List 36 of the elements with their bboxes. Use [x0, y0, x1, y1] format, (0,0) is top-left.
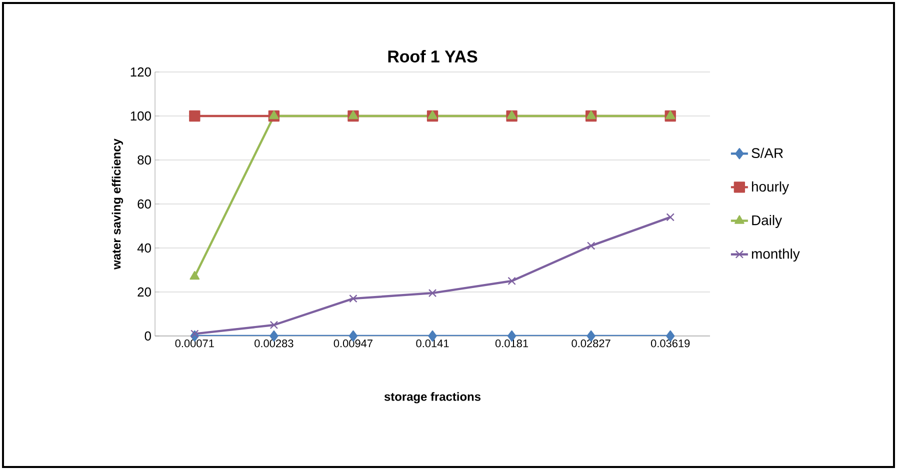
y-tick-label: 20 — [138, 287, 151, 297]
point — [586, 242, 596, 250]
point — [270, 320, 278, 330]
y-tick-label: 120 — [130, 67, 151, 77]
y-tick-label: 60 — [138, 199, 151, 209]
point — [665, 110, 676, 120]
legend-label: monthly — [752, 248, 800, 262]
x-axis-title: storage fractions — [384, 392, 480, 404]
x-tick-label: 0.00071 — [175, 340, 214, 348]
point — [349, 294, 358, 303]
point — [506, 110, 517, 120]
legend-label: S/AR — [752, 148, 783, 158]
point — [508, 276, 516, 286]
point — [190, 330, 199, 338]
x-tick-label: 0.00947 — [334, 340, 372, 348]
point — [586, 110, 596, 120]
y-tick-label: 100 — [130, 111, 151, 121]
x-tick-label: 0.0141 — [416, 340, 449, 348]
y-tick-label: 0 — [144, 331, 151, 341]
point — [190, 271, 200, 280]
point — [428, 110, 438, 120]
x-tick-label: 0.00283 — [254, 340, 294, 348]
x-tick-label: 0.03619 — [650, 340, 690, 348]
legend-label: hourly — [752, 181, 789, 194]
point — [428, 288, 437, 298]
point — [189, 110, 200, 122]
point — [269, 110, 279, 120]
x-tick-label: 0.02827 — [572, 340, 610, 348]
point — [348, 110, 358, 120]
legend-label: Daily — [752, 214, 782, 228]
x-tick-label: 0.0181 — [495, 340, 528, 348]
point — [666, 213, 674, 222]
chart-title: Roof 1 YAS — [388, 50, 478, 62]
y-tick-label: 40 — [137, 243, 151, 253]
y-tick-label: 80 — [138, 155, 151, 165]
y-axis-title: water saving efficiency — [112, 138, 124, 270]
